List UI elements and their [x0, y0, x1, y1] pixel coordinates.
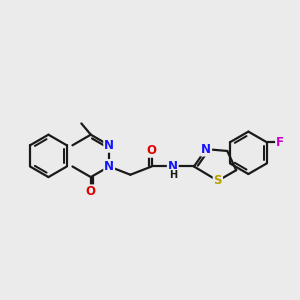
- Text: N: N: [168, 160, 178, 173]
- Text: N: N: [104, 160, 114, 173]
- Text: N: N: [104, 139, 114, 152]
- Text: H: H: [169, 170, 177, 180]
- Text: O: O: [147, 144, 157, 157]
- Text: S: S: [214, 174, 222, 187]
- Text: N: N: [201, 142, 211, 156]
- Text: F: F: [276, 136, 284, 149]
- Text: O: O: [86, 185, 96, 198]
